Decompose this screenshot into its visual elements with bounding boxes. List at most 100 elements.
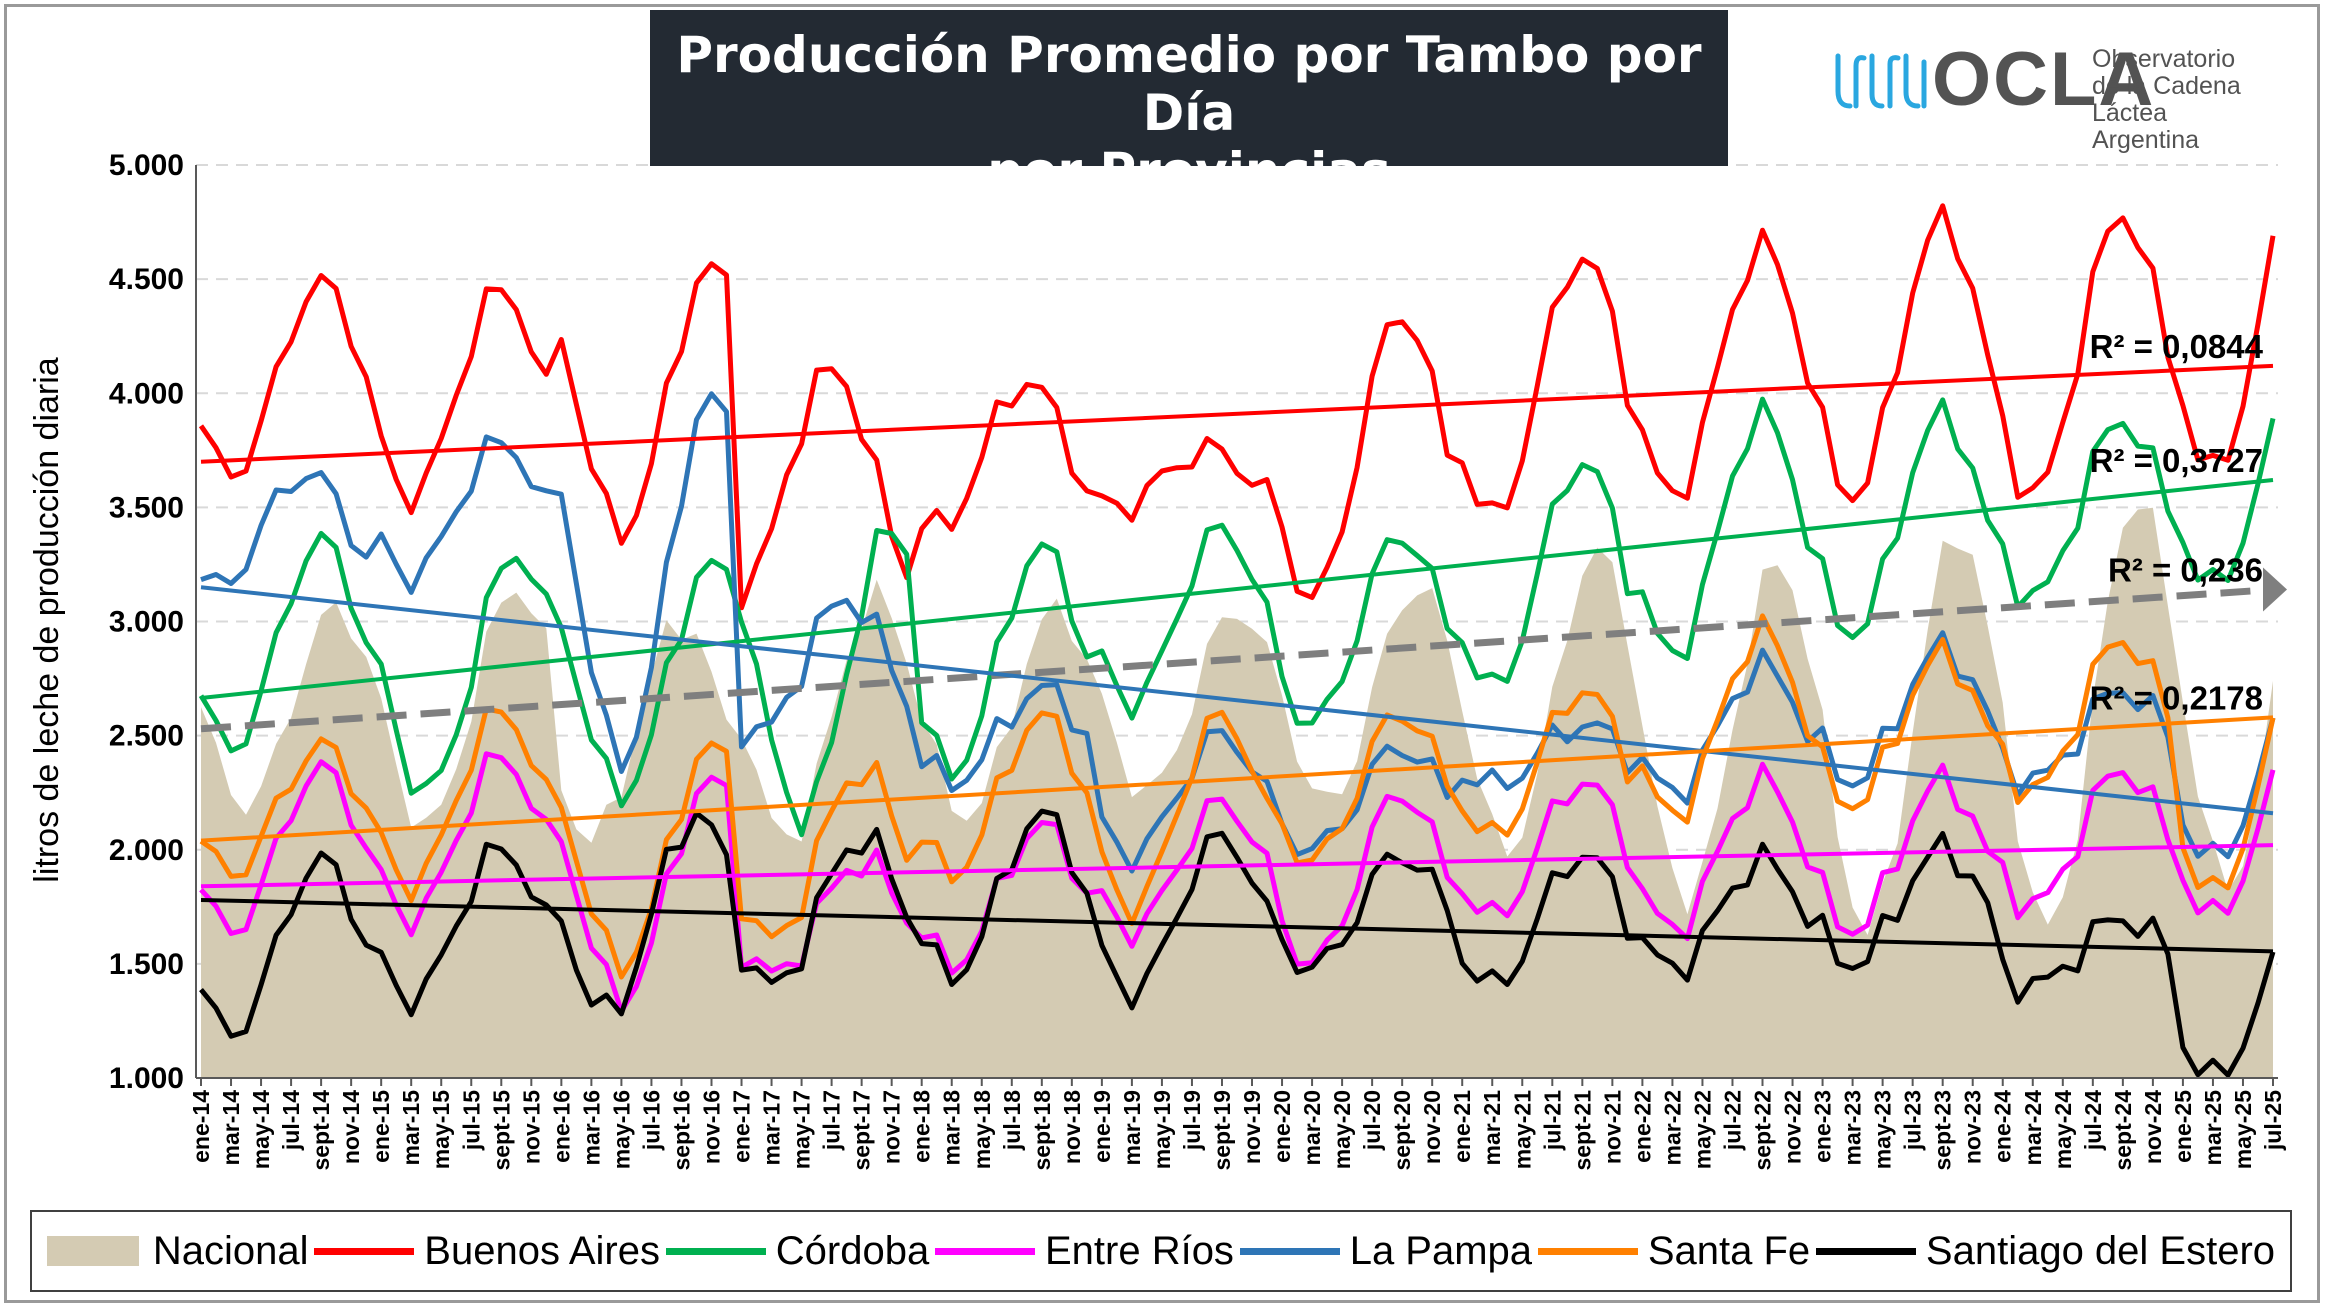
x-tick-label: ene-16 bbox=[548, 1090, 574, 1163]
legend-item: Nacional bbox=[46, 1228, 309, 1274]
x-tick-label: may-15 bbox=[428, 1090, 454, 1169]
milk-wave-icon bbox=[1835, 53, 1927, 109]
logo-subtitle-line2: de la Cadena Láctea bbox=[2092, 72, 2241, 127]
x-tick-label: sept-15 bbox=[488, 1090, 514, 1171]
x-tick-label: sept-20 bbox=[1389, 1090, 1415, 1171]
chart-title: Producción Promedio por Tambo por Día - … bbox=[650, 10, 1728, 200]
x-tick-label: ene-19 bbox=[1089, 1090, 1115, 1163]
x-tick-labels: ene-14 mar-14 may-14 jul-14 sept-14 nov-14 ene… bbox=[188, 1078, 2286, 1171]
x-tick-label: sept-24 bbox=[2110, 1090, 2136, 1171]
y-tick-labels: 1.000 1.500 2.000 2.500 3.000 3.500 4.000 4.500… bbox=[109, 149, 184, 1095]
x-tick-label: sept-21 bbox=[1569, 1090, 1595, 1171]
x-tick-label: may-20 bbox=[1329, 1090, 1355, 1169]
x-tick-label: mar-17 bbox=[759, 1090, 785, 1165]
r2-label-buenos-aires: R² = 0,0844 bbox=[2090, 328, 2264, 365]
x-tick-label: mar-24 bbox=[2020, 1090, 2046, 1166]
x-tick-label: sept-16 bbox=[668, 1090, 694, 1171]
trendline-nacional bbox=[200, 586, 2274, 733]
x-tick-label: jul-22 bbox=[1719, 1090, 1745, 1151]
x-tick-label: may-19 bbox=[1149, 1090, 1175, 1169]
x-tick-label: nov-22 bbox=[1780, 1090, 1806, 1164]
x-tick-label: jul-21 bbox=[1539, 1090, 1565, 1151]
x-tick-label: jul-18 bbox=[999, 1090, 1025, 1151]
x-tick-label: sept-23 bbox=[1930, 1090, 1956, 1171]
r2-label-cordoba: R² = 0,3727 bbox=[2090, 442, 2263, 479]
x-tick-label: ene-17 bbox=[729, 1090, 755, 1163]
logo-subtitle: Observatorio de la Cadena Láctea Argenti… bbox=[2092, 46, 2312, 154]
x-tick-label: may-18 bbox=[969, 1090, 995, 1169]
series-line-santiago-del-estero bbox=[199, 808, 2276, 1078]
x-tick-label: sept-19 bbox=[1209, 1090, 1235, 1171]
x-tick-label: ene-25 bbox=[2170, 1090, 2196, 1163]
legend-label: La Pampa bbox=[1349, 1228, 1533, 1273]
x-tick-label: jul-17 bbox=[819, 1090, 845, 1151]
trendline-buenos-aires bbox=[200, 363, 2274, 464]
legend-swatch bbox=[1537, 1247, 1638, 1255]
series-line-cordoba bbox=[198, 396, 2276, 838]
x-tick-label: mar-22 bbox=[1659, 1090, 1685, 1165]
x-tick-label: mar-16 bbox=[578, 1090, 604, 1165]
legend-item: Santa Fe bbox=[1537, 1228, 1811, 1274]
x-tick-label: mar-25 bbox=[2200, 1090, 2226, 1166]
logo-subtitle-line1: Observatorio bbox=[2092, 45, 2236, 73]
y-tick-label: 2.000 bbox=[109, 834, 184, 867]
legend-swatch bbox=[1815, 1247, 1916, 1255]
x-tick-label: ene-20 bbox=[1269, 1090, 1295, 1163]
x-tick-label: jul-20 bbox=[1359, 1090, 1385, 1151]
x-tick-label: mar-19 bbox=[1119, 1090, 1145, 1165]
legend-item: La Pampa bbox=[1239, 1228, 1533, 1274]
legend-label: Córdoba bbox=[775, 1228, 930, 1273]
logo-wordmark: OCLA bbox=[1932, 37, 2156, 122]
r2-label-nacional: R² = 0,236 bbox=[2108, 552, 2263, 589]
x-tick-label: mar-14 bbox=[218, 1090, 244, 1166]
legend-label: Entre Ríos bbox=[1044, 1228, 1234, 1273]
x-tick-label: may-24 bbox=[2050, 1090, 2076, 1169]
x-tick-label: may-23 bbox=[1870, 1090, 1896, 1169]
legend-label: Buenos Aires bbox=[424, 1228, 660, 1273]
legend-item: Santiago del Estero bbox=[1815, 1228, 2276, 1274]
x-tick-label: nov-21 bbox=[1599, 1090, 1625, 1164]
legend-item: Córdoba bbox=[665, 1228, 930, 1274]
trendline-arrowhead bbox=[2263, 567, 2287, 612]
x-tick-label: jul-24 bbox=[2080, 1090, 2106, 1151]
legend-label: Santa Fe bbox=[1647, 1228, 1811, 1273]
x-tick-label: mar-18 bbox=[939, 1090, 965, 1166]
x-tick-label: jul-14 bbox=[278, 1090, 304, 1151]
x-tick-label: sept-22 bbox=[1750, 1090, 1776, 1171]
x-tick-label: ene-24 bbox=[1990, 1090, 2016, 1163]
chart-title-line1: Producción Promedio por Tambo por Día bbox=[676, 26, 1702, 142]
x-tick-label: jul-15 bbox=[458, 1090, 484, 1151]
x-tick-label: mar-20 bbox=[1299, 1090, 1325, 1165]
x-tick-label: ene-21 bbox=[1449, 1090, 1475, 1163]
logo-subtitle-line3: Argentina bbox=[2092, 126, 2200, 154]
x-tick-label: mar-15 bbox=[398, 1090, 424, 1166]
legend-swatch bbox=[934, 1247, 1035, 1255]
x-tick-label: jul-23 bbox=[1900, 1090, 1926, 1151]
y-tick-label: 3.000 bbox=[109, 606, 184, 639]
series-line-santa-fe bbox=[199, 613, 2276, 980]
y-tick-label: 1.500 bbox=[109, 948, 184, 981]
x-tick-label: may-21 bbox=[1509, 1090, 1535, 1169]
trendline-santiago-del-estero bbox=[200, 897, 2274, 954]
legend-swatch bbox=[314, 1247, 415, 1255]
legend-swatch bbox=[665, 1247, 766, 1255]
x-tick-label: nov-23 bbox=[1960, 1090, 1986, 1164]
x-tick-label: may-14 bbox=[248, 1090, 274, 1169]
x-tick-label: nov-14 bbox=[338, 1090, 364, 1164]
x-tick-label: sept-17 bbox=[849, 1090, 875, 1171]
y-tick-label: 4.500 bbox=[109, 263, 184, 296]
x-tick-label: ene-23 bbox=[1810, 1090, 1836, 1163]
legend-label: Santiago del Estero bbox=[1925, 1228, 2276, 1273]
trendline-la-pampa bbox=[200, 585, 2274, 816]
y-tick-label: 4.000 bbox=[109, 377, 184, 410]
x-tick-label: mar-21 bbox=[1479, 1090, 1505, 1166]
x-tick-label: nov-18 bbox=[1059, 1090, 1085, 1164]
legend-label: Nacional bbox=[152, 1228, 309, 1273]
x-tick-label: nov-17 bbox=[879, 1090, 905, 1164]
legend-swatch bbox=[46, 1236, 139, 1266]
r2-labels: R² = 0,0844 R² = 0,3727 R² = 0,236 R² = 0,2… bbox=[2090, 328, 2264, 717]
x-tick-label: jul-19 bbox=[1179, 1090, 1205, 1151]
x-tick-label: nov-20 bbox=[1419, 1090, 1445, 1164]
x-tick-label: nov-15 bbox=[518, 1090, 544, 1164]
x-tick-label: may-16 bbox=[608, 1090, 634, 1169]
